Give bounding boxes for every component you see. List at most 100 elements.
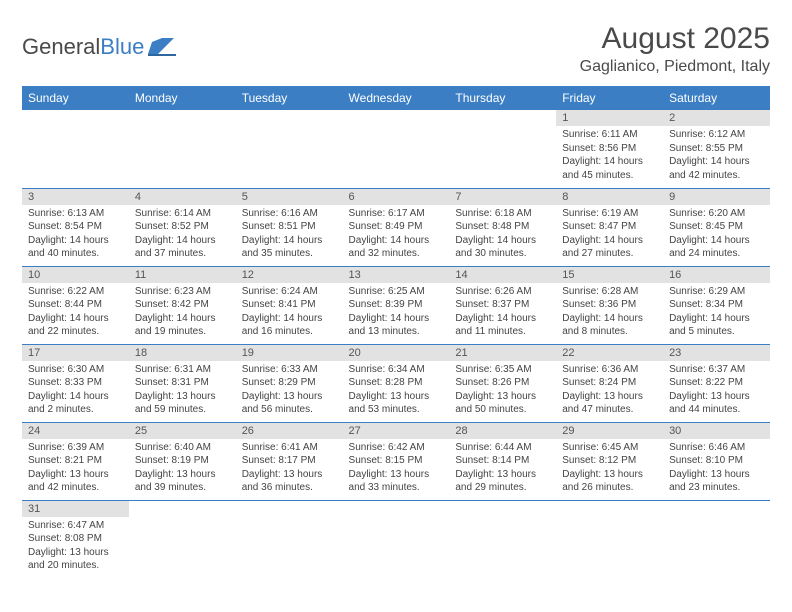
calendar-cell: 9Sunrise: 6:20 AMSunset: 8:45 PMDaylight…: [663, 188, 770, 266]
title-block: August 2025 Gaglianico, Piedmont, Italy: [580, 22, 770, 76]
day-number: 15: [556, 267, 663, 283]
calendar-cell: 13Sunrise: 6:25 AMSunset: 8:39 PMDayligh…: [343, 266, 450, 344]
sunset-text: Sunset: 8:44 PM: [28, 298, 123, 312]
calendar-cell: 2Sunrise: 6:12 AMSunset: 8:55 PMDaylight…: [663, 110, 770, 188]
sunset-text: Sunset: 8:55 PM: [669, 142, 764, 156]
day-body: Sunrise: 6:34 AMSunset: 8:28 PMDaylight:…: [343, 361, 450, 421]
sunset-text: Sunset: 8:29 PM: [242, 376, 337, 390]
calendar-cell: 19Sunrise: 6:33 AMSunset: 8:29 PMDayligh…: [236, 344, 343, 422]
day-number: 11: [129, 267, 236, 283]
sunset-text: Sunset: 8:42 PM: [135, 298, 230, 312]
calendar-cell: 1Sunrise: 6:11 AMSunset: 8:56 PMDaylight…: [556, 110, 663, 188]
calendar-cell: 6Sunrise: 6:17 AMSunset: 8:49 PMDaylight…: [343, 188, 450, 266]
daylight-text: Daylight: 13 hours and 59 minutes.: [135, 390, 230, 417]
daylight-text: Daylight: 14 hours and 5 minutes.: [669, 312, 764, 339]
calendar-cell: 4Sunrise: 6:14 AMSunset: 8:52 PMDaylight…: [129, 188, 236, 266]
calendar-cell: [449, 500, 556, 578]
logo: GeneralBlue: [22, 22, 176, 60]
sunset-text: Sunset: 8:08 PM: [28, 532, 123, 546]
day-body: Sunrise: 6:46 AMSunset: 8:10 PMDaylight:…: [663, 439, 770, 499]
day-number-empty: [236, 110, 343, 126]
day-body: Sunrise: 6:36 AMSunset: 8:24 PMDaylight:…: [556, 361, 663, 421]
daylight-text: Daylight: 13 hours and 42 minutes.: [28, 468, 123, 495]
daylight-text: Daylight: 14 hours and 35 minutes.: [242, 234, 337, 261]
calendar-cell: 7Sunrise: 6:18 AMSunset: 8:48 PMDaylight…: [449, 188, 556, 266]
calendar-cell: 5Sunrise: 6:16 AMSunset: 8:51 PMDaylight…: [236, 188, 343, 266]
sunrise-text: Sunrise: 6:31 AM: [135, 363, 230, 377]
daylight-text: Daylight: 13 hours and 53 minutes.: [349, 390, 444, 417]
day-number: 6: [343, 189, 450, 205]
calendar-cell: 10Sunrise: 6:22 AMSunset: 8:44 PMDayligh…: [22, 266, 129, 344]
day-number-empty: [129, 501, 236, 517]
day-number: 20: [343, 345, 450, 361]
sunset-text: Sunset: 8:56 PM: [562, 142, 657, 156]
daylight-text: Daylight: 13 hours and 29 minutes.: [455, 468, 550, 495]
calendar-cell: 30Sunrise: 6:46 AMSunset: 8:10 PMDayligh…: [663, 422, 770, 500]
sunset-text: Sunset: 8:41 PM: [242, 298, 337, 312]
calendar-week-row: 1Sunrise: 6:11 AMSunset: 8:56 PMDaylight…: [22, 110, 770, 188]
sunset-text: Sunset: 8:19 PM: [135, 454, 230, 468]
calendar-cell: [556, 500, 663, 578]
day-body: Sunrise: 6:23 AMSunset: 8:42 PMDaylight:…: [129, 283, 236, 343]
sunrise-text: Sunrise: 6:34 AM: [349, 363, 444, 377]
day-number: 12: [236, 267, 343, 283]
logo-flag-icon: [148, 38, 176, 56]
calendar-cell: [129, 500, 236, 578]
sunrise-text: Sunrise: 6:24 AM: [242, 285, 337, 299]
day-body: Sunrise: 6:13 AMSunset: 8:54 PMDaylight:…: [22, 205, 129, 265]
calendar-cell: [343, 110, 450, 188]
daylight-text: Daylight: 13 hours and 23 minutes.: [669, 468, 764, 495]
sunrise-text: Sunrise: 6:23 AM: [135, 285, 230, 299]
day-number: 5: [236, 189, 343, 205]
sunrise-text: Sunrise: 6:35 AM: [455, 363, 550, 377]
day-number: 18: [129, 345, 236, 361]
sunrise-text: Sunrise: 6:42 AM: [349, 441, 444, 455]
sunset-text: Sunset: 8:33 PM: [28, 376, 123, 390]
day-body: Sunrise: 6:20 AMSunset: 8:45 PMDaylight:…: [663, 205, 770, 265]
day-body: Sunrise: 6:37 AMSunset: 8:22 PMDaylight:…: [663, 361, 770, 421]
sunset-text: Sunset: 8:54 PM: [28, 220, 123, 234]
sunset-text: Sunset: 8:10 PM: [669, 454, 764, 468]
day-number: 27: [343, 423, 450, 439]
header: GeneralBlue August 2025 Gaglianico, Pied…: [22, 22, 770, 76]
day-number: 21: [449, 345, 556, 361]
sunset-text: Sunset: 8:39 PM: [349, 298, 444, 312]
sunset-text: Sunset: 8:49 PM: [349, 220, 444, 234]
day-number-empty: [236, 501, 343, 517]
calendar-cell: [22, 110, 129, 188]
weekday-header: Tuesday: [236, 86, 343, 110]
calendar-cell: 29Sunrise: 6:45 AMSunset: 8:12 PMDayligh…: [556, 422, 663, 500]
sunset-text: Sunset: 8:48 PM: [455, 220, 550, 234]
daylight-text: Daylight: 14 hours and 13 minutes.: [349, 312, 444, 339]
day-body: Sunrise: 6:41 AMSunset: 8:17 PMDaylight:…: [236, 439, 343, 499]
day-number-empty: [343, 501, 450, 517]
day-body: Sunrise: 6:12 AMSunset: 8:55 PMDaylight:…: [663, 126, 770, 186]
day-number: 17: [22, 345, 129, 361]
calendar-cell: [236, 110, 343, 188]
day-number: 8: [556, 189, 663, 205]
sunrise-text: Sunrise: 6:36 AM: [562, 363, 657, 377]
sunset-text: Sunset: 8:28 PM: [349, 376, 444, 390]
calendar-cell: 3Sunrise: 6:13 AMSunset: 8:54 PMDaylight…: [22, 188, 129, 266]
sunrise-text: Sunrise: 6:26 AM: [455, 285, 550, 299]
day-number: 24: [22, 423, 129, 439]
sunrise-text: Sunrise: 6:41 AM: [242, 441, 337, 455]
logo-text-1: General: [22, 34, 100, 60]
day-body: Sunrise: 6:30 AMSunset: 8:33 PMDaylight:…: [22, 361, 129, 421]
day-number-empty: [22, 110, 129, 126]
calendar-cell: 17Sunrise: 6:30 AMSunset: 8:33 PMDayligh…: [22, 344, 129, 422]
daylight-text: Daylight: 14 hours and 19 minutes.: [135, 312, 230, 339]
calendar-cell: 21Sunrise: 6:35 AMSunset: 8:26 PMDayligh…: [449, 344, 556, 422]
sunrise-text: Sunrise: 6:29 AM: [669, 285, 764, 299]
day-number: 16: [663, 267, 770, 283]
calendar-cell: 22Sunrise: 6:36 AMSunset: 8:24 PMDayligh…: [556, 344, 663, 422]
calendar-week-row: 10Sunrise: 6:22 AMSunset: 8:44 PMDayligh…: [22, 266, 770, 344]
day-body: Sunrise: 6:11 AMSunset: 8:56 PMDaylight:…: [556, 126, 663, 186]
day-body: Sunrise: 6:25 AMSunset: 8:39 PMDaylight:…: [343, 283, 450, 343]
day-number-empty: [343, 110, 450, 126]
sunset-text: Sunset: 8:34 PM: [669, 298, 764, 312]
daylight-text: Daylight: 13 hours and 56 minutes.: [242, 390, 337, 417]
sunrise-text: Sunrise: 6:20 AM: [669, 207, 764, 221]
sunset-text: Sunset: 8:21 PM: [28, 454, 123, 468]
calendar-body: 1Sunrise: 6:11 AMSunset: 8:56 PMDaylight…: [22, 110, 770, 578]
